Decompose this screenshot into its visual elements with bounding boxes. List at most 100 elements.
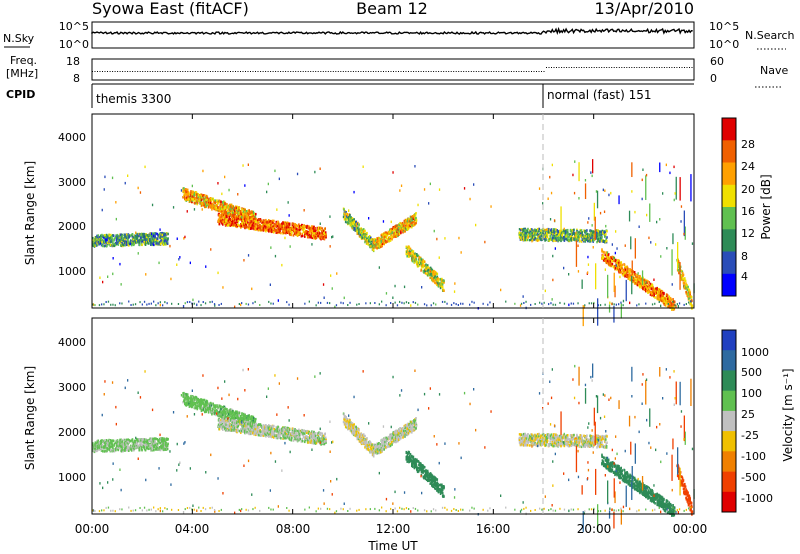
data-cell xyxy=(153,238,156,242)
freq-dot xyxy=(541,71,542,72)
data-cell xyxy=(436,275,439,279)
data-cell xyxy=(529,233,532,236)
data-cell xyxy=(392,235,395,239)
data-cell xyxy=(429,273,431,276)
data-cell xyxy=(527,235,530,239)
data-cell xyxy=(370,244,372,248)
data-cell xyxy=(578,197,580,200)
data-cell xyxy=(167,237,169,240)
data-cell xyxy=(615,303,617,306)
freq-dot xyxy=(611,67,613,68)
data-cell xyxy=(273,226,275,229)
data-cell xyxy=(365,242,368,245)
data-cell xyxy=(186,210,188,213)
freq-dot xyxy=(267,71,269,72)
freq-dot xyxy=(463,71,465,72)
data-cell xyxy=(607,253,610,256)
data-cell xyxy=(616,268,618,271)
data-cell xyxy=(437,277,439,280)
data-cell xyxy=(487,303,489,306)
data-cell xyxy=(400,184,403,187)
data-cell xyxy=(199,197,201,201)
data-cell xyxy=(381,242,384,245)
data-cell xyxy=(417,303,419,306)
data-cell xyxy=(364,235,367,239)
data-cell xyxy=(563,266,565,270)
data-cell xyxy=(136,233,139,236)
data-cell xyxy=(379,243,381,247)
data-cell xyxy=(626,275,629,278)
data-cell xyxy=(307,230,309,234)
freq-dot xyxy=(109,71,111,72)
freq-dot xyxy=(578,67,580,68)
data-cell xyxy=(381,236,383,239)
data-cell xyxy=(230,203,233,207)
freq-dot xyxy=(601,67,603,68)
data-cell xyxy=(414,216,416,220)
freq-dot xyxy=(641,67,643,68)
data-cell xyxy=(317,301,319,304)
data-cell xyxy=(321,229,323,233)
data-cell xyxy=(213,303,216,306)
data-cell xyxy=(563,231,566,235)
data-cell xyxy=(395,235,398,238)
data-cell xyxy=(226,215,228,219)
data-cell xyxy=(683,286,686,290)
data-cell xyxy=(243,210,245,214)
data-cell xyxy=(552,303,554,306)
data-cell xyxy=(221,192,223,196)
data-cell xyxy=(267,221,270,225)
data-cell xyxy=(559,301,561,304)
data-cell xyxy=(368,243,371,247)
freq-dot xyxy=(245,71,246,72)
freq-dot xyxy=(285,71,287,72)
data-cell xyxy=(382,220,385,223)
data-cell xyxy=(309,234,311,238)
data-cell xyxy=(254,225,257,228)
data-cell xyxy=(154,234,156,238)
data-cell xyxy=(378,303,380,306)
data-cell xyxy=(112,257,114,260)
data-cell xyxy=(522,236,525,240)
data-cell xyxy=(345,217,347,221)
freq-dot xyxy=(383,71,384,72)
data-cell xyxy=(378,237,380,240)
data-cell xyxy=(377,240,380,243)
data-cell xyxy=(411,224,413,227)
data-cell xyxy=(143,240,145,244)
data-cell xyxy=(453,302,455,305)
data-cell xyxy=(121,233,123,237)
data-cell xyxy=(150,239,152,243)
freq-dot xyxy=(566,67,568,68)
data-cell xyxy=(669,297,672,300)
data-cell xyxy=(117,235,119,238)
data-cell xyxy=(214,304,216,307)
data-cell xyxy=(622,299,625,303)
noise-left-label: N.Sky xyxy=(3,32,35,45)
freq-dot xyxy=(117,71,119,72)
freq-dot xyxy=(187,71,189,72)
data-cell xyxy=(398,233,400,236)
freq-dot xyxy=(425,71,427,72)
data-cell xyxy=(249,216,252,219)
data-cell xyxy=(434,275,436,278)
data-cell xyxy=(284,231,286,235)
freq-dot xyxy=(485,71,487,72)
data-cell xyxy=(201,208,203,211)
data-cell xyxy=(190,197,192,201)
data-cell xyxy=(291,226,293,229)
data-cell xyxy=(535,229,538,233)
freq-dot xyxy=(543,71,545,72)
data-cell xyxy=(538,238,540,242)
freq-dot xyxy=(360,71,362,72)
data-cell xyxy=(352,224,354,227)
data-cell xyxy=(326,301,329,304)
data-cell xyxy=(645,287,647,291)
data-cell xyxy=(645,175,647,200)
data-cell xyxy=(189,199,192,203)
data-cell xyxy=(374,302,376,304)
data-cell xyxy=(334,305,336,309)
data-cell xyxy=(593,202,595,221)
freq-dot xyxy=(473,71,475,72)
data-cell xyxy=(582,305,584,327)
